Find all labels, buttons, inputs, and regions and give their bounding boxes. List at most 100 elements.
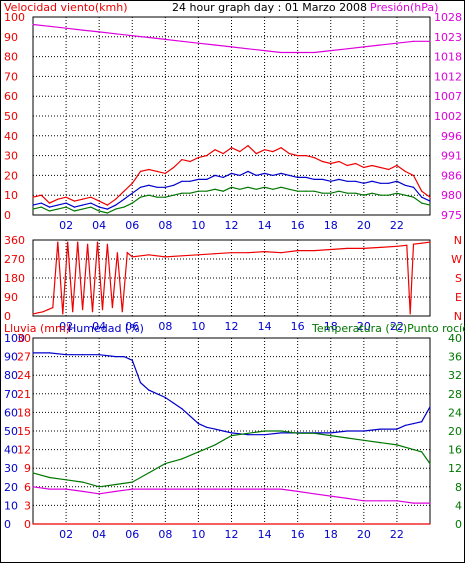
temperature-tick-label: 12 xyxy=(448,462,462,475)
data-point-humidity xyxy=(82,354,84,356)
data-point-low xyxy=(305,190,307,192)
data-point-dewpoint xyxy=(65,488,67,490)
data-point-low xyxy=(297,190,299,192)
x-tick-label: 22 xyxy=(390,219,404,232)
data-point-direction xyxy=(116,252,118,254)
wind-speed-tick-label: 20 xyxy=(4,169,18,182)
data-point-gust xyxy=(148,168,150,171)
x-tick-label: 10 xyxy=(191,528,205,541)
x-tick-label: 22 xyxy=(390,528,404,541)
data-point-gust xyxy=(98,200,100,202)
data-point-gust xyxy=(65,196,67,198)
data-point-humidity xyxy=(214,428,216,430)
compass-tick-label: N xyxy=(454,310,462,323)
data-point-speed xyxy=(173,184,175,186)
data-point-direction xyxy=(297,250,299,252)
wind-speed-tick-label: 70 xyxy=(4,70,18,83)
data-point-gust xyxy=(255,153,257,155)
data-point-dewpoint xyxy=(115,490,117,492)
data-point-dewpoint xyxy=(181,488,183,490)
data-point-pressure xyxy=(412,40,415,42)
data-point-gust xyxy=(230,147,233,149)
x-tick-label: 06 xyxy=(125,219,139,232)
data-point-speed xyxy=(371,180,373,182)
compass-tick-label: S xyxy=(455,272,462,285)
data-point-direction xyxy=(148,254,150,256)
data-point-low xyxy=(173,194,175,196)
data-point-humidity xyxy=(173,402,175,404)
pressure-tick-label: 980 xyxy=(441,189,462,202)
x-tick-label: 18 xyxy=(324,320,338,333)
data-point-humidity xyxy=(65,354,67,356)
data-point-gust xyxy=(189,160,191,163)
pressure-tick-label: 1002 xyxy=(434,110,462,123)
data-point-direction xyxy=(111,307,113,309)
wind-speed-tick-label: 50 xyxy=(4,110,18,123)
data-point-pressure xyxy=(131,35,133,37)
wind-speed-tick-label: 30 xyxy=(4,150,18,163)
data-point-dewpoint xyxy=(98,493,100,495)
data-point-direction xyxy=(72,311,74,313)
compass-tick-label: W xyxy=(451,253,462,266)
data-point-temperature xyxy=(421,451,423,453)
data-point-dewpoint xyxy=(412,502,415,504)
data-point-temperature xyxy=(32,472,34,474)
rain-tick-label: 12 xyxy=(17,444,31,457)
data-point-low xyxy=(239,188,241,190)
data-point-temperature xyxy=(115,483,117,486)
rain-tick-label: 21 xyxy=(17,388,31,401)
data-point-low xyxy=(197,190,199,192)
data-point-low xyxy=(73,210,75,212)
compass-tick-label: N xyxy=(454,234,462,247)
data-point-humidity xyxy=(222,430,224,432)
data-point-speed xyxy=(313,178,315,180)
data-point-humidity xyxy=(330,432,332,434)
data-point-temperature xyxy=(280,430,282,432)
data-point-low xyxy=(139,196,142,198)
data-point-direction xyxy=(396,245,398,247)
x-tick-label: 14 xyxy=(258,219,272,232)
data-point-direction xyxy=(164,256,166,258)
data-point-low xyxy=(32,208,34,210)
data-point-low xyxy=(206,190,208,192)
humidity-temperature-series xyxy=(32,352,431,525)
data-point-speed xyxy=(247,170,249,172)
data-point-low xyxy=(264,186,266,188)
data-point-gust xyxy=(280,147,282,149)
rain-tick-label: 18 xyxy=(17,406,31,419)
data-point-direction xyxy=(57,241,59,243)
data-point-speed xyxy=(82,204,84,206)
data-point-direction xyxy=(197,254,199,256)
data-point-low xyxy=(404,194,406,196)
data-point-speed xyxy=(338,178,340,180)
data-point-low xyxy=(379,194,381,196)
data-point-dewpoint xyxy=(148,488,150,490)
data-point-gust xyxy=(363,166,365,169)
x-tick-label: 18 xyxy=(324,219,338,232)
data-point-dewpoint xyxy=(247,488,249,490)
wind-pressure-tick-labels: 02 04 06 08 10 12 14 16 18 20 22010203040506070809… xyxy=(4,11,462,232)
data-point-low xyxy=(421,202,423,204)
wind-pressure-panel: 02 04 06 08 10 12 14 16 18 20 22010203040506070809… xyxy=(4,11,462,232)
pressure-tick-label: 986 xyxy=(441,169,462,182)
x-tick-label: 06 xyxy=(125,528,139,541)
data-point-low xyxy=(363,194,365,196)
data-point-temperature xyxy=(197,451,199,453)
data-point-low xyxy=(396,192,398,194)
data-point-speed xyxy=(388,182,390,184)
data-point-pressure xyxy=(148,36,150,39)
humidity-tick-label: 20 xyxy=(4,481,18,494)
data-point-direction xyxy=(121,311,123,313)
x-tick-label: 20 xyxy=(357,528,371,541)
data-point-gust xyxy=(288,153,290,155)
data-point-direction xyxy=(47,309,49,311)
data-point-pressure xyxy=(363,46,365,48)
data-point-speed xyxy=(288,174,290,176)
data-point-temperature xyxy=(363,439,365,441)
data-point-temperature xyxy=(346,437,348,439)
data-point-dewpoint xyxy=(82,490,84,492)
data-point-low xyxy=(57,208,59,210)
data-point-pressure xyxy=(230,46,233,48)
pressure-tick-label: 975 xyxy=(441,209,462,222)
